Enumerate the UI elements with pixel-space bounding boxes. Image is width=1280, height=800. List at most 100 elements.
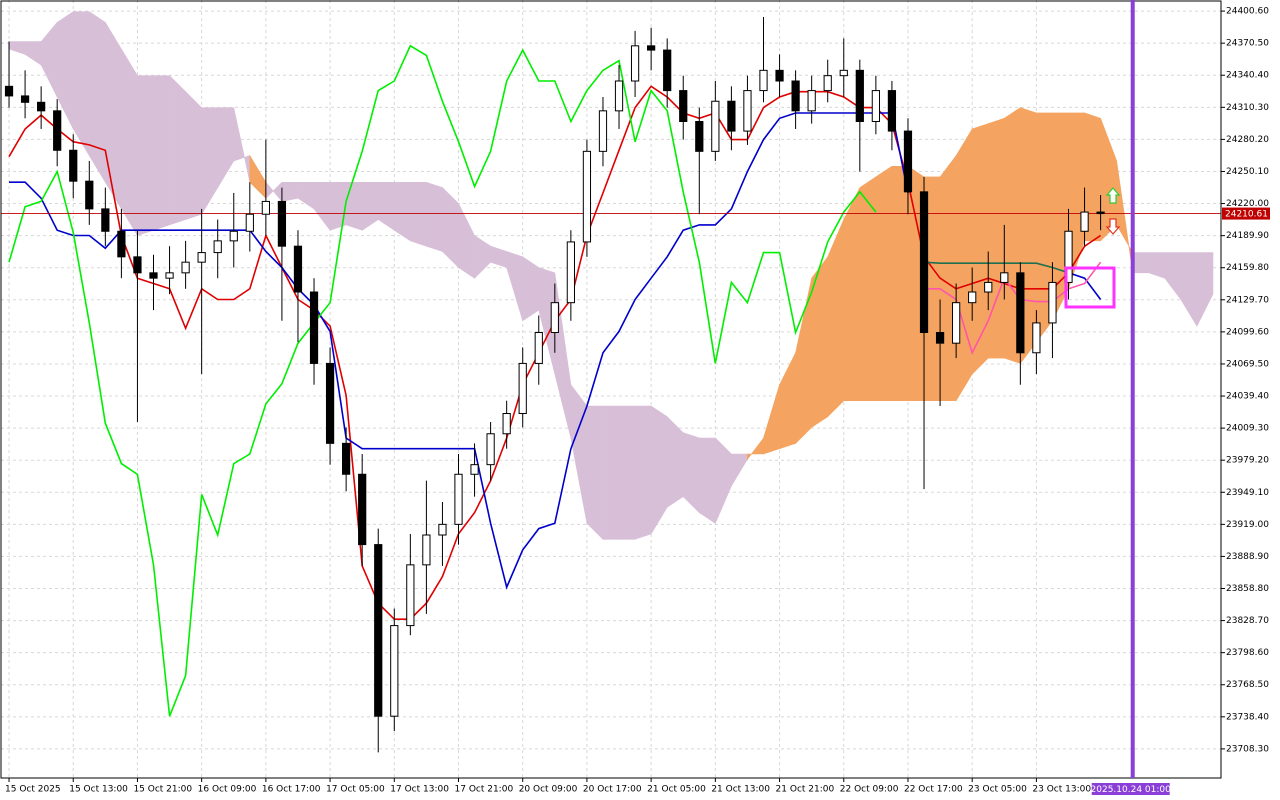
y-tick-label: 24189.90 (1226, 231, 1269, 241)
cloud-segment (875, 165, 893, 402)
x-tick-label: 17 Oct 21:00 (455, 785, 514, 795)
y-tick-label: 24129.70 (1226, 295, 1269, 305)
down-arrow (1105, 218, 1121, 235)
y-tick-label: 24340.40 (1226, 71, 1269, 81)
y-tick-label: 24370.50 (1226, 39, 1269, 49)
cloud-segment (410, 181, 427, 247)
x-tick-label: 17 Oct 13:00 (390, 785, 449, 795)
candle-body (984, 281, 993, 293)
candle-body (823, 75, 832, 92)
candle-body (775, 69, 784, 82)
cloud-segment (329, 181, 347, 231)
candle-body (470, 464, 479, 475)
x-tick-label: 16 Oct 17:00 (262, 785, 321, 795)
y-tick-label: 24280.20 (1226, 135, 1269, 145)
cloud-segment (153, 75, 170, 231)
cloud-segment (987, 117, 1005, 359)
candle-body (550, 302, 559, 334)
y-tick-label: 24069.50 (1226, 359, 1269, 369)
candle-body (133, 256, 142, 274)
candle-body (20, 95, 30, 103)
candle-body (743, 90, 752, 132)
candle-body (968, 291, 977, 304)
cloud-segment (955, 127, 973, 402)
candle-body (422, 534, 431, 566)
x-tick-label: 20 Oct 17:00 (583, 785, 642, 795)
candle-body (1048, 281, 1057, 324)
candle-body (454, 473, 463, 525)
y-tick-label: 24220.00 (1226, 199, 1269, 209)
candle-body (438, 523, 447, 536)
candle-body (213, 240, 222, 254)
cloud-segment (698, 437, 716, 524)
overlay (1064, 187, 1121, 309)
candle-body (614, 80, 624, 112)
candle-body (1080, 211, 1089, 232)
candle-body (293, 245, 303, 293)
y-tick-label: 23858.80 (1226, 584, 1269, 594)
candle-body (4, 85, 14, 97)
candle-body (582, 150, 592, 243)
y-tick-label: 24159.80 (1226, 263, 1269, 273)
candle-body (486, 433, 495, 466)
y-tick-label: 24039.40 (1226, 392, 1269, 402)
cloud-segment (88, 11, 106, 184)
x-tick-label: 23 Oct 05:00 (968, 785, 1027, 795)
candle-body (807, 90, 816, 112)
cloud-segment (618, 405, 636, 540)
x-tick-label: 22 Oct 17:00 (904, 785, 963, 795)
y-tick-label: 23738.40 (1226, 712, 1269, 722)
y-tick-label: 23768.50 (1226, 680, 1269, 690)
x-tick-label: 17 Oct 05:00 (326, 785, 385, 795)
indicator-line (8, 44, 877, 717)
cloud-segment (602, 405, 620, 540)
x-tick-label: 15 Oct 21:00 (133, 785, 192, 795)
cloud-segment (522, 256, 540, 322)
y-tick-label: 23828.70 (1226, 616, 1269, 626)
candle-body (887, 90, 897, 132)
cloud-segment (121, 47, 138, 237)
candle-body (647, 45, 656, 51)
cloud-segment (1132, 252, 1150, 274)
candle-body (839, 69, 848, 77)
y-tick-label: 23919.00 (1226, 520, 1269, 530)
cloud-segment (891, 165, 909, 402)
candle-body (37, 101, 46, 112)
cloud-segment (634, 405, 652, 540)
candle-body (229, 230, 238, 242)
candle-body (952, 302, 961, 344)
candle-body (1016, 272, 1025, 354)
candle-body (598, 110, 608, 152)
cloud-segment (281, 181, 299, 202)
y-tick-label: 24099.60 (1226, 327, 1269, 337)
x-tick-label: 21 Oct 13:00 (711, 785, 770, 795)
candle-body (277, 200, 287, 247)
candle-body (871, 90, 880, 122)
plot-border (0, 0, 1222, 779)
candle-body (342, 442, 351, 475)
x-tick-label: 15 Oct 13:00 (69, 785, 128, 795)
y-tick-label: 24250.10 (1226, 167, 1269, 177)
y-tick-label: 23949.10 (1226, 488, 1269, 498)
candle-body (518, 362, 527, 415)
cloud-segment (393, 181, 411, 242)
candle-body (117, 230, 126, 258)
candle-body (149, 272, 158, 279)
cloud-segment (666, 415, 684, 508)
candle-body (325, 362, 335, 444)
cloud-segment (843, 187, 861, 402)
cloud-segment (105, 21, 122, 210)
candle-body (69, 149, 78, 182)
y-tick-label: 23708.30 (1226, 744, 1269, 754)
indicator-line (9, 112, 1102, 590)
highlight-box (1064, 266, 1116, 309)
candle-body (181, 261, 190, 274)
last-price-label: 24210.61 (1225, 210, 1268, 220)
candle-body (53, 110, 62, 151)
candles (4, 17, 1105, 753)
candle-body (935, 332, 945, 344)
candle-body (390, 625, 399, 717)
candle-body (1000, 272, 1009, 283)
x-tick-label: 21 Oct 21:00 (776, 785, 835, 795)
